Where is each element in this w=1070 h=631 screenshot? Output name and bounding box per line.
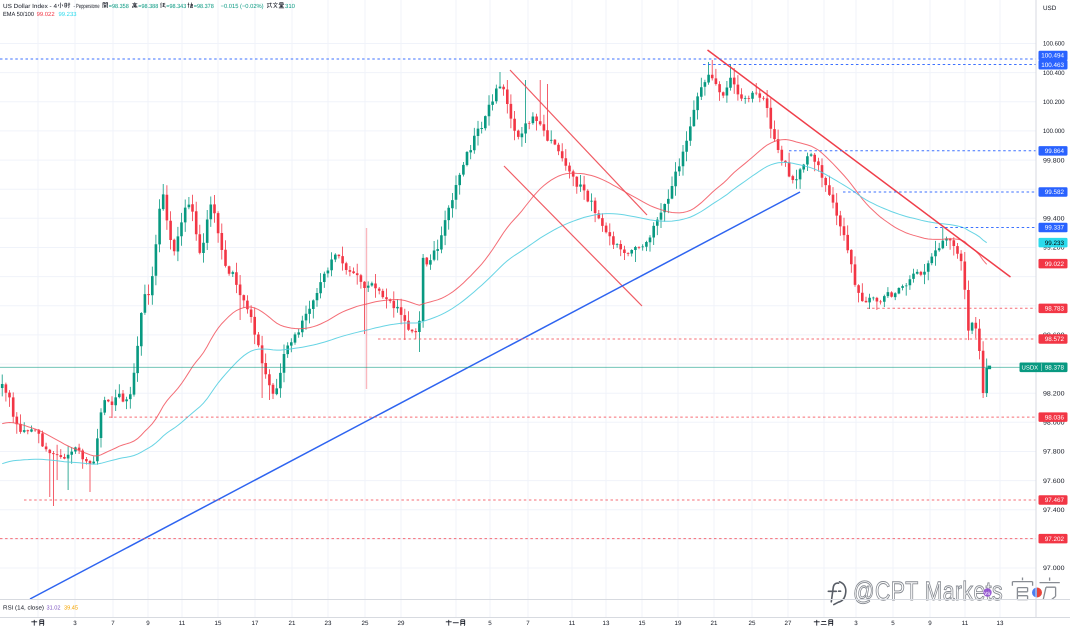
svg-text:19: 19 [675, 620, 682, 627]
svg-text:- Pepperstone: - Pepperstone [74, 3, 100, 10]
svg-text:27: 27 [785, 620, 792, 627]
svg-text:98.036: 98.036 [1045, 414, 1065, 421]
svg-text:=98.343: =98.343 [166, 3, 187, 10]
svg-text:100.600: 100.600 [1043, 41, 1065, 48]
svg-text:98.200: 98.200 [1043, 390, 1065, 397]
svg-text:25: 25 [749, 620, 756, 627]
svg-text:100.494: 100.494 [1041, 53, 1064, 60]
svg-text:29: 29 [398, 620, 405, 627]
svg-text:99.200: 99.200 [1043, 245, 1065, 252]
svg-text:US Dollar Index - 4: US Dollar Index - 4 [3, 3, 58, 10]
svg-text:100.000: 100.000 [1043, 128, 1065, 135]
svg-text:99.582: 99.582 [1045, 189, 1065, 196]
svg-text:98.000: 98.000 [1043, 420, 1065, 427]
svg-text:7: 7 [111, 620, 115, 627]
svg-text:=98.358: =98.358 [109, 3, 130, 10]
svg-text:99.233: 99.233 [1045, 240, 1065, 247]
svg-text:3: 3 [854, 620, 858, 627]
svg-text:7: 7 [526, 620, 530, 627]
svg-text:13: 13 [603, 620, 610, 627]
svg-text:13: 13 [997, 620, 1004, 627]
svg-text:@CPT Markets: @CPT Markets [853, 576, 1003, 606]
svg-text:=98.378: =98.378 [194, 3, 215, 10]
svg-text:99.337: 99.337 [1045, 225, 1065, 232]
svg-text:100.400: 100.400 [1043, 70, 1065, 77]
svg-text:98.783: 98.783 [1045, 306, 1065, 313]
svg-text:99.022: 99.022 [37, 11, 56, 18]
svg-text:97.000: 97.000 [1043, 565, 1065, 572]
svg-text:USDX: USDX [1022, 365, 1039, 372]
svg-text:11: 11 [962, 620, 969, 627]
svg-text:97.467: 97.467 [1045, 497, 1065, 504]
svg-text:=98.388: =98.388 [138, 3, 159, 10]
svg-text:97.400: 97.400 [1043, 507, 1065, 514]
svg-text:99.233: 99.233 [59, 11, 78, 18]
svg-text:5: 5 [488, 620, 492, 627]
svg-text:31.02: 31.02 [47, 605, 62, 612]
svg-text:11: 11 [179, 620, 186, 627]
svg-text:9: 9 [928, 620, 932, 627]
svg-text:−0.015 (−0.02%): −0.015 (−0.02%) [221, 3, 264, 10]
svg-text:98.378: 98.378 [1045, 365, 1065, 372]
svg-text:99.400: 99.400 [1043, 216, 1065, 223]
svg-text:99.022: 99.022 [1045, 261, 1065, 268]
svg-text:EMA 50/100: EMA 50/100 [3, 11, 35, 18]
svg-text:97.600: 97.600 [1043, 478, 1065, 485]
svg-text:17: 17 [252, 620, 259, 627]
svg-text:USD: USD [1043, 5, 1057, 12]
svg-text:vs: vs [984, 591, 990, 597]
svg-text:100.200: 100.200 [1043, 99, 1065, 106]
svg-text:15: 15 [639, 620, 646, 627]
svg-text:39.45: 39.45 [64, 605, 79, 612]
svg-text:21: 21 [711, 620, 718, 627]
svg-text:98.572: 98.572 [1045, 336, 1065, 343]
svg-text:3: 3 [73, 620, 77, 627]
svg-text:RSI (14, close): RSI (14, close) [3, 605, 44, 612]
svg-text:21: 21 [289, 620, 296, 627]
svg-text:100.463: 100.463 [1041, 62, 1064, 69]
svg-text:9: 9 [146, 620, 150, 627]
svg-text:97.800: 97.800 [1043, 449, 1065, 456]
svg-text:5: 5 [891, 620, 895, 627]
svg-text:310: 310 [285, 3, 296, 10]
svg-text:99.864: 99.864 [1045, 148, 1065, 155]
svg-text:99.800: 99.800 [1043, 157, 1065, 164]
svg-text:15: 15 [215, 620, 222, 627]
svg-text:11: 11 [569, 620, 576, 627]
svg-text:97.202: 97.202 [1045, 536, 1065, 543]
svg-text:23: 23 [325, 620, 332, 627]
svg-text:25: 25 [362, 620, 369, 627]
